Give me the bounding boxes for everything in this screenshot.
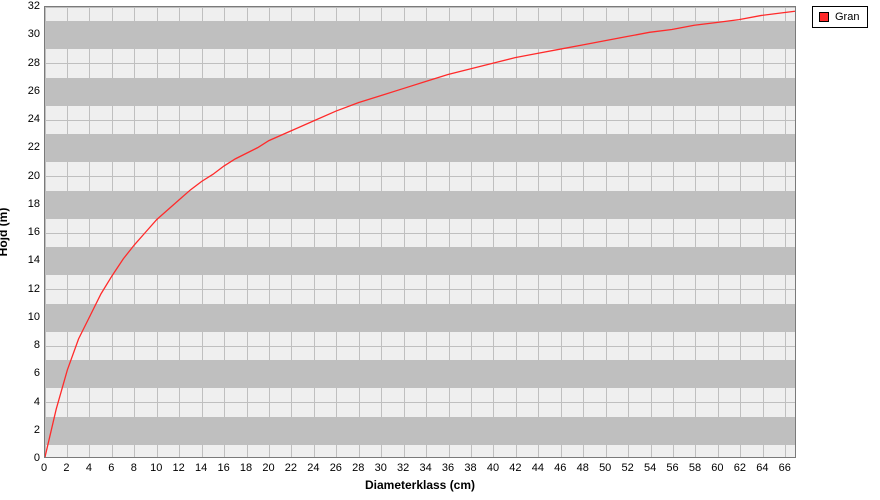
- x-tick-label: 34: [419, 462, 431, 474]
- y-tick-label: 0: [34, 452, 40, 464]
- y-axis-label: Höjd (m): [0, 208, 10, 257]
- series-layer: [45, 7, 795, 457]
- y-tick-label: 12: [28, 283, 40, 295]
- x-tick-label: 12: [173, 462, 185, 474]
- x-tick-label: 30: [375, 462, 387, 474]
- x-tick-label: 56: [666, 462, 678, 474]
- x-tick-label: 42: [509, 462, 521, 474]
- y-tick-label: 8: [34, 339, 40, 351]
- x-tick-label: 8: [131, 462, 137, 474]
- x-tick-label: 14: [195, 462, 207, 474]
- x-axis-label: Diameterklass (cm): [365, 478, 475, 492]
- legend-series-label: Gran: [835, 11, 859, 23]
- series-line: [45, 11, 795, 457]
- y-tick-label: 16: [28, 226, 40, 238]
- x-tick-label: 28: [352, 462, 364, 474]
- x-tick-label: 4: [86, 462, 92, 474]
- x-tick-label: 52: [622, 462, 634, 474]
- x-tick-label: 16: [217, 462, 229, 474]
- y-tick-label: 2: [34, 424, 40, 436]
- x-tick-label: 32: [397, 462, 409, 474]
- x-tick-label: 64: [756, 462, 768, 474]
- y-tick-label: 32: [28, 0, 40, 12]
- legend-swatch-icon: [819, 12, 829, 22]
- y-tick-label: 10: [28, 311, 40, 323]
- x-tick-label: 58: [689, 462, 701, 474]
- x-tick-label: 18: [240, 462, 252, 474]
- y-tick-label: 30: [28, 28, 40, 40]
- x-tick-label: 2: [63, 462, 69, 474]
- x-tick-label: 24: [307, 462, 319, 474]
- x-tick-label: 60: [711, 462, 723, 474]
- legend: Gran: [812, 6, 868, 28]
- y-tick-label: 24: [28, 113, 40, 125]
- y-tick-label: 6: [34, 367, 40, 379]
- y-tick-label: 20: [28, 170, 40, 182]
- y-tick-label: 14: [28, 254, 40, 266]
- x-tick-label: 38: [464, 462, 476, 474]
- x-tick-label: 26: [330, 462, 342, 474]
- x-tick-label: 6: [108, 462, 114, 474]
- y-tick-label: 26: [28, 85, 40, 97]
- y-tick-label: 4: [34, 396, 40, 408]
- x-tick-label: 36: [442, 462, 454, 474]
- x-tick-label: 50: [599, 462, 611, 474]
- x-tick-label: 0: [41, 462, 47, 474]
- chart-container: Höjd (m) Diameterklass (cm) Gran 0246810…: [0, 0, 880, 500]
- x-tick-label: 46: [554, 462, 566, 474]
- y-tick-label: 22: [28, 141, 40, 153]
- x-tick-label: 54: [644, 462, 656, 474]
- x-tick-label: 66: [779, 462, 791, 474]
- x-tick-label: 22: [285, 462, 297, 474]
- x-tick-label: 44: [532, 462, 544, 474]
- x-tick-label: 20: [262, 462, 274, 474]
- x-tick-label: 48: [577, 462, 589, 474]
- x-tick-label: 10: [150, 462, 162, 474]
- y-tick-label: 28: [28, 57, 40, 69]
- plot-area: [44, 6, 796, 458]
- x-tick-label: 62: [734, 462, 746, 474]
- y-tick-label: 18: [28, 198, 40, 210]
- x-tick-label: 40: [487, 462, 499, 474]
